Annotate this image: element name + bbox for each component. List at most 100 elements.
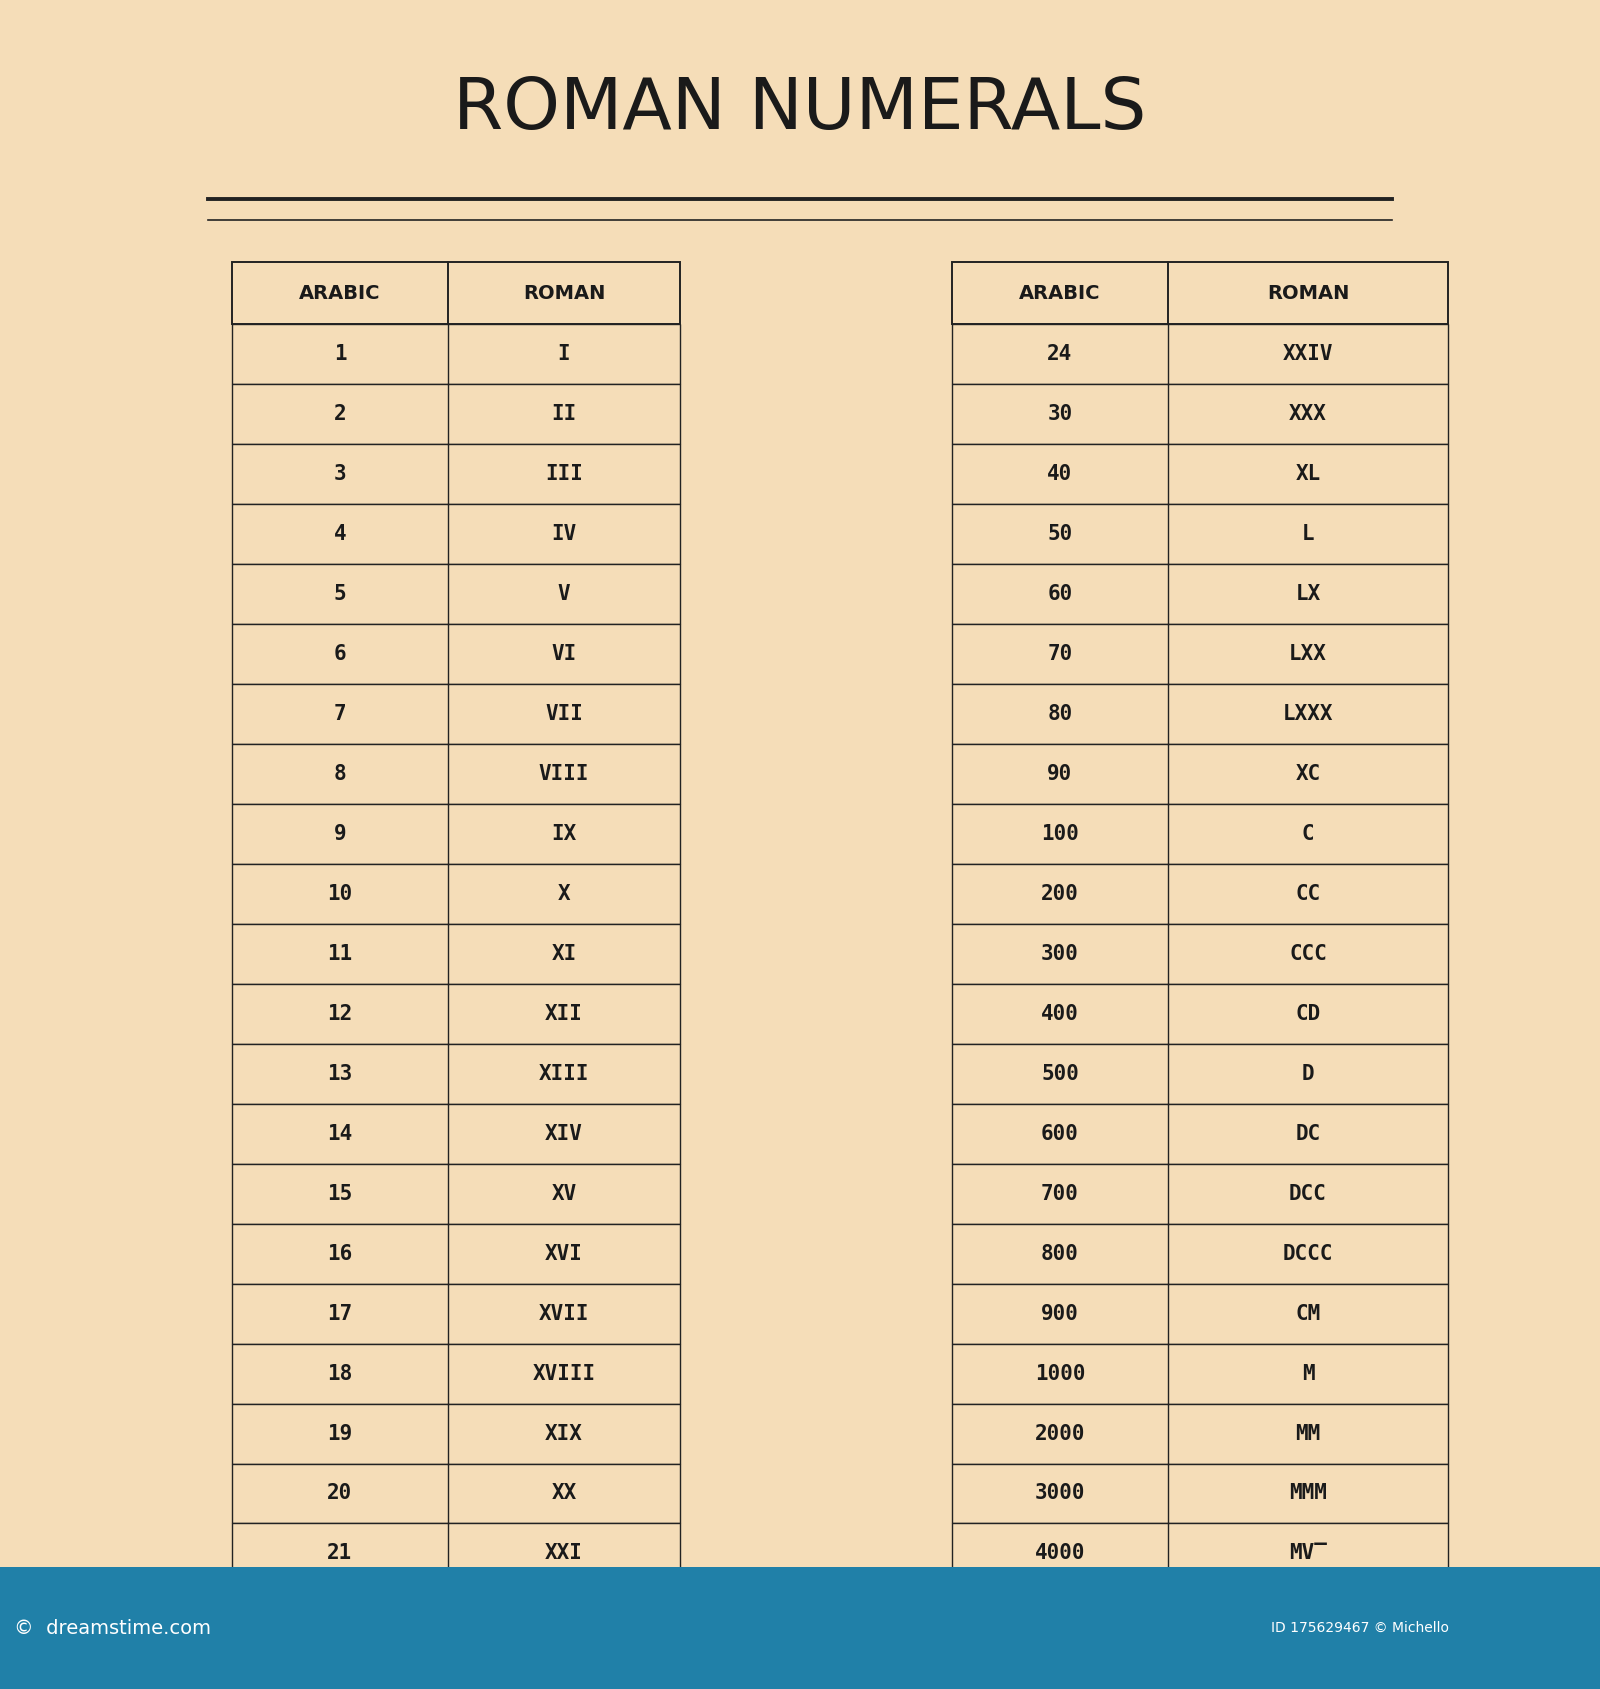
Bar	[952, 1523, 1448, 1584]
Text: 400: 400	[1042, 1003, 1078, 1024]
Text: IV: IV	[552, 524, 576, 544]
Text: 7: 7	[334, 704, 346, 725]
Text: 700: 700	[1042, 1184, 1078, 1204]
Bar	[952, 983, 1448, 1044]
Text: XVII: XVII	[539, 1304, 589, 1324]
Bar	[232, 385, 680, 444]
Bar	[232, 865, 680, 924]
Bar	[952, 924, 1448, 983]
Bar	[232, 1404, 680, 1463]
Text: ROMAN NUMERALS: ROMAN NUMERALS	[453, 76, 1147, 144]
Text: X̅: X̅	[1296, 1664, 1320, 1684]
Bar	[232, 262, 680, 324]
Text: DCCC: DCCC	[1283, 1243, 1333, 1263]
Bar	[952, 743, 1448, 804]
Text: XXII: XXII	[539, 1603, 589, 1623]
Bar	[232, 1223, 680, 1284]
Text: ARABIC: ARABIC	[1019, 284, 1101, 302]
Text: 500: 500	[1042, 1064, 1078, 1084]
Text: XXIII: XXIII	[533, 1664, 595, 1684]
Text: I: I	[558, 345, 570, 365]
Text: 9: 9	[334, 824, 346, 844]
Text: D: D	[1302, 1064, 1314, 1084]
Text: XXI: XXI	[546, 1544, 582, 1564]
Text: 30: 30	[1048, 404, 1072, 424]
Text: CC: CC	[1296, 883, 1320, 904]
Text: 5000: 5000	[1035, 1603, 1085, 1623]
Text: ID 175629467 © Michello: ID 175629467 © Michello	[1270, 1621, 1450, 1635]
Bar	[952, 865, 1448, 924]
Text: 23: 23	[328, 1664, 352, 1684]
Bar	[952, 804, 1448, 863]
Text: 22: 22	[328, 1603, 352, 1623]
Text: 1000: 1000	[1035, 1363, 1085, 1383]
Bar	[232, 1284, 680, 1344]
Bar	[952, 564, 1448, 625]
Text: 60: 60	[1048, 584, 1072, 605]
Text: MV̅: MV̅	[1290, 1544, 1326, 1564]
Bar	[232, 625, 680, 684]
Text: XI: XI	[552, 944, 576, 964]
Text: XV: XV	[552, 1184, 576, 1204]
Text: 80: 80	[1048, 704, 1072, 725]
Bar	[952, 684, 1448, 743]
Text: 21: 21	[328, 1544, 352, 1564]
Text: ©  dreamstime.com: © dreamstime.com	[13, 1618, 211, 1638]
Text: LXXX: LXXX	[1283, 704, 1333, 725]
Text: CD: CD	[1296, 1003, 1320, 1024]
Text: ROMAN: ROMAN	[523, 284, 605, 302]
Bar	[952, 1105, 1448, 1164]
Text: 2: 2	[334, 404, 346, 424]
Text: 19: 19	[328, 1424, 352, 1444]
Text: 16: 16	[328, 1243, 352, 1263]
Bar	[952, 324, 1448, 385]
Text: 13: 13	[328, 1064, 352, 1084]
Bar	[232, 684, 680, 743]
Text: XXX: XXX	[1290, 404, 1326, 424]
Bar	[952, 385, 1448, 444]
Text: XX: XX	[552, 1483, 576, 1503]
Text: 50: 50	[1048, 524, 1072, 544]
Text: 3000: 3000	[1035, 1483, 1085, 1503]
Bar	[232, 1164, 680, 1223]
Text: 11: 11	[328, 944, 352, 964]
Bar	[232, 564, 680, 625]
Bar	[232, 1105, 680, 1164]
Text: XIV: XIV	[546, 1123, 582, 1143]
Text: 18: 18	[328, 1363, 352, 1383]
Bar	[952, 1164, 1448, 1223]
Text: 12: 12	[328, 1003, 352, 1024]
Text: 600: 600	[1042, 1123, 1078, 1143]
Bar	[232, 1344, 680, 1404]
Text: 800: 800	[1042, 1243, 1078, 1263]
Text: 3: 3	[334, 464, 346, 485]
Text: 40: 40	[1048, 464, 1072, 485]
Bar	[232, 1584, 680, 1643]
Text: 90: 90	[1048, 763, 1072, 784]
Text: L: L	[1302, 524, 1314, 544]
Bar	[952, 625, 1448, 684]
Bar	[952, 1044, 1448, 1105]
Bar	[232, 743, 680, 804]
Text: V: V	[558, 584, 570, 605]
Bar	[952, 1284, 1448, 1344]
Text: CM: CM	[1296, 1304, 1320, 1324]
Text: 8: 8	[334, 763, 346, 784]
Text: 900: 900	[1042, 1304, 1078, 1324]
Bar	[232, 804, 680, 863]
Text: 4: 4	[334, 524, 346, 544]
Text: MMM: MMM	[1290, 1483, 1326, 1503]
Text: V̅: V̅	[1296, 1603, 1320, 1623]
Bar	[232, 1044, 680, 1105]
Text: C: C	[1302, 824, 1314, 844]
Bar	[232, 444, 680, 505]
Text: XC: XC	[1296, 763, 1320, 784]
Text: 17: 17	[328, 1304, 352, 1324]
Text: XVI: XVI	[546, 1243, 582, 1263]
Text: XIII: XIII	[539, 1064, 589, 1084]
Text: 100: 100	[1042, 824, 1078, 844]
Text: CCC: CCC	[1290, 944, 1326, 964]
Bar	[232, 1523, 680, 1584]
Text: X: X	[558, 883, 570, 904]
Text: 200: 200	[1042, 883, 1078, 904]
